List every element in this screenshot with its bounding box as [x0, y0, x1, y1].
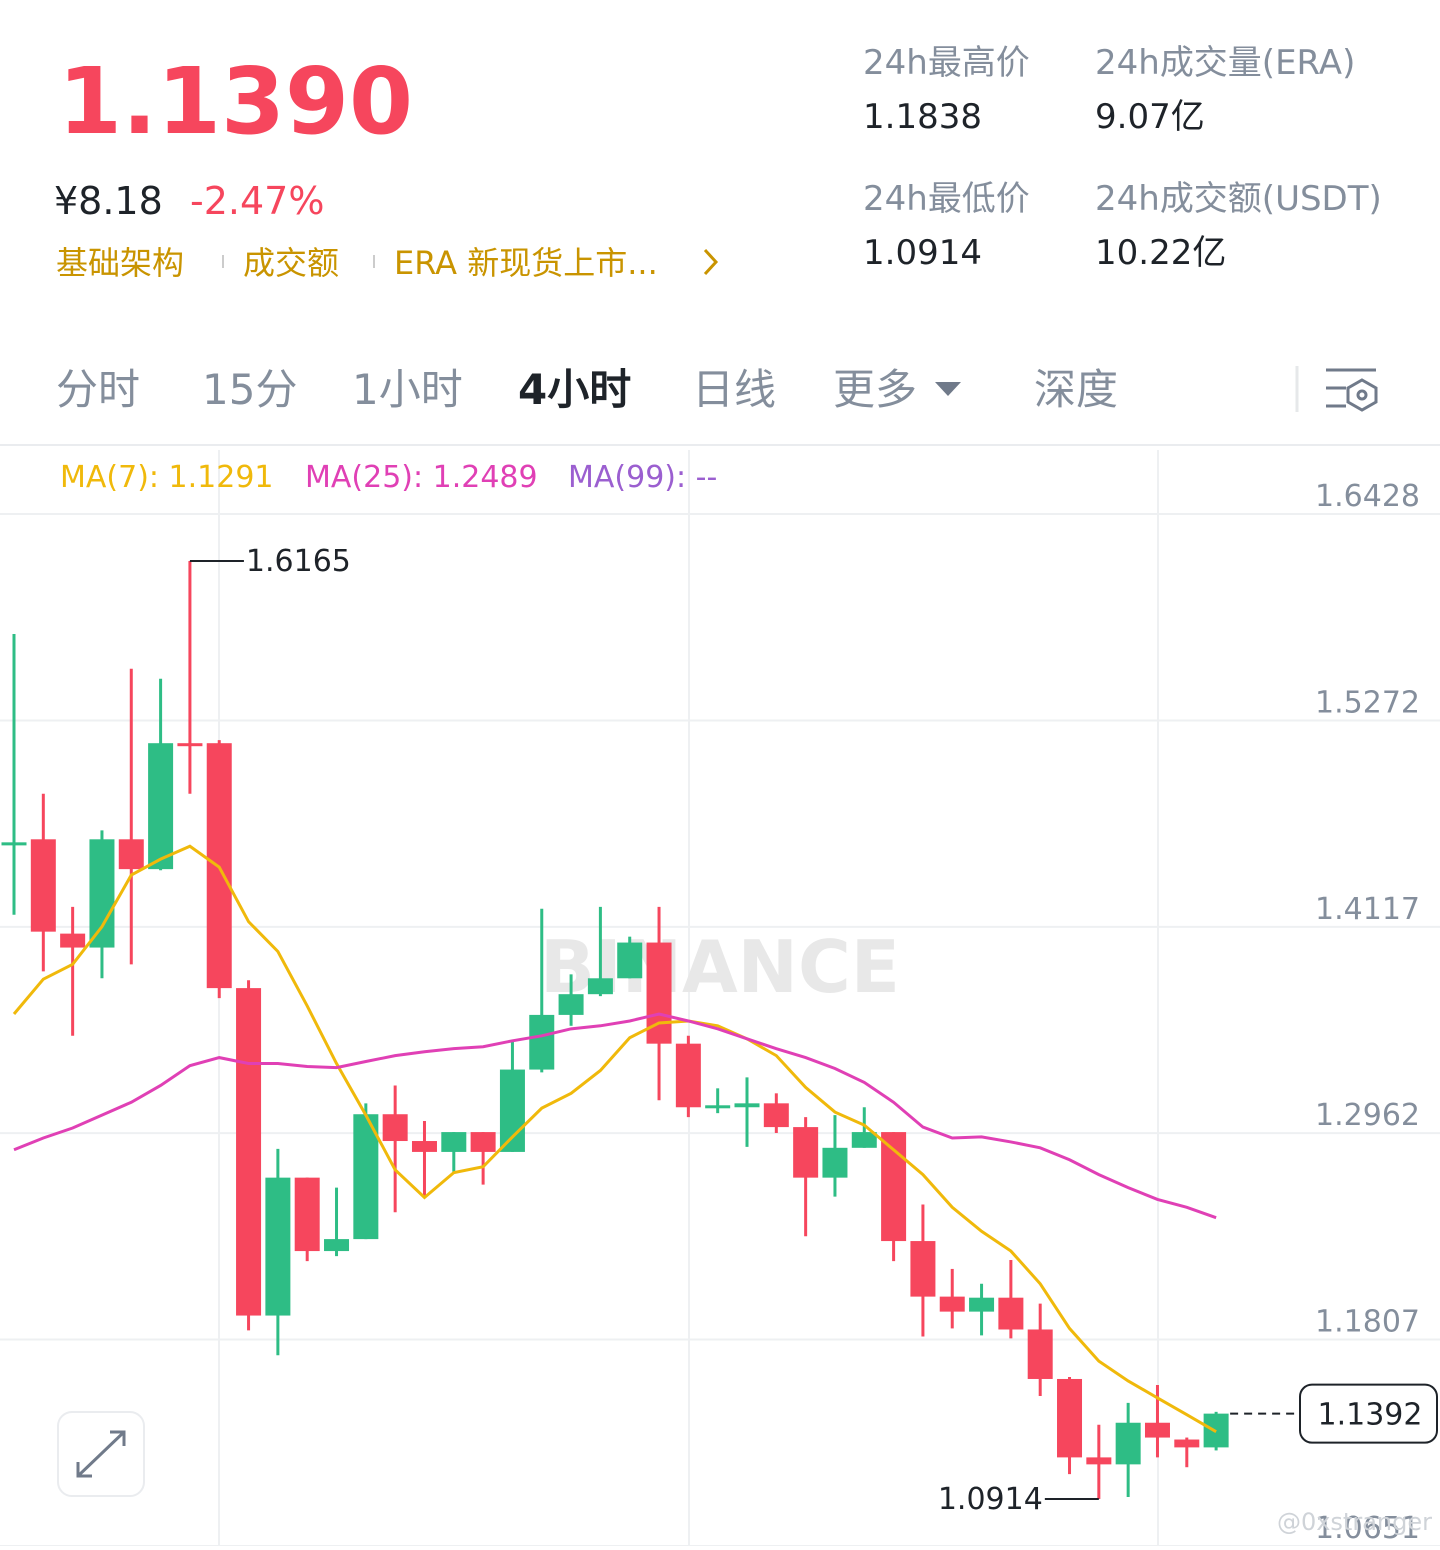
candle-body [705, 1105, 731, 1109]
stat-value: 1.0914 [863, 233, 982, 273]
candle-body [30, 839, 56, 932]
credit: @0xstranger [1277, 1508, 1432, 1536]
stat-value: 9.07亿 [1095, 97, 1205, 137]
tab[interactable]: 日线 [692, 365, 776, 414]
candle-body [177, 743, 203, 747]
tab[interactable]: 深度 [1034, 365, 1118, 414]
candle-body [851, 1132, 877, 1148]
tab[interactable]: 更多 [833, 365, 917, 414]
candle-body [969, 1297, 995, 1312]
y-tick-label: 1.4117 [1315, 892, 1420, 927]
tag[interactable]: ERA 新现货上市... [394, 244, 658, 282]
stat-value: 1.1838 [863, 97, 982, 137]
high-label: 1.6165 [246, 544, 351, 579]
candle-body [118, 839, 144, 870]
tab-bar: 分时 15分 1小时 4小时 日线 更多 深度 [56, 365, 1118, 414]
settings-icon[interactable] [1326, 368, 1378, 412]
candle-body [499, 1069, 525, 1152]
candle-body [793, 1127, 819, 1178]
stat-value: 10.22亿 [1095, 233, 1226, 273]
candle-body [910, 1241, 936, 1297]
low-label: 1.0914 [938, 1482, 1043, 1517]
candle-body [1027, 1329, 1053, 1379]
last-price: 1.1390 [58, 48, 413, 155]
expand-icon[interactable] [76, 1430, 126, 1478]
stat-label: 24h成交额(USDT) [1095, 179, 1382, 219]
plot: 1.6428 1.5272 1.4117 1.2962 1.1807 1.0651 MA(7… [0, 460, 1440, 1547]
candle-body [470, 1132, 496, 1152]
candle-body [1, 842, 27, 846]
candle-body [265, 1177, 291, 1316]
candle-body [998, 1297, 1024, 1330]
y-tick-label: 1.2962 [1315, 1098, 1420, 1133]
candle-body [1086, 1457, 1112, 1465]
candle-body [89, 839, 115, 948]
candle-body [1057, 1378, 1083, 1458]
y-tick-label: 1.6428 [1315, 479, 1420, 514]
fiat-price: ¥8.18 [54, 179, 163, 223]
candle-body [441, 1132, 467, 1152]
candle-body [939, 1296, 965, 1312]
candle-body [558, 994, 584, 1015]
dropdown-arrow[interactable] [935, 382, 961, 396]
candle-body [617, 942, 643, 979]
tag[interactable]: 基础架构 [56, 244, 184, 282]
tab[interactable]: 4小时 [518, 365, 631, 414]
candle-body [148, 743, 174, 870]
candle-body [822, 1147, 848, 1178]
tab[interactable]: 1小时 [352, 365, 463, 414]
watermark: BINANCE [540, 925, 900, 1009]
candle-body [529, 1014, 555, 1070]
candle-body [236, 988, 262, 1316]
candle-body [324, 1239, 350, 1252]
candle-body [1144, 1422, 1170, 1438]
legend-entry: MA(25): 1.2489 [305, 460, 538, 495]
stat-label: 24h最高价 [863, 43, 1030, 83]
tab[interactable]: 15分 [202, 365, 297, 414]
legend-entry: MA(99): -- [568, 460, 717, 495]
candle-body [1115, 1422, 1141, 1465]
legend-entry: MA(7): 1.1291 [60, 460, 274, 495]
chevron[interactable] [703, 248, 719, 276]
candle-body [353, 1114, 379, 1240]
stat-label: 24h最低价 [863, 179, 1030, 219]
y-tick-label: 1.0651 [1315, 1511, 1420, 1546]
candle-body [734, 1103, 760, 1108]
candle-body [587, 978, 613, 995]
candle-body [763, 1103, 789, 1128]
candle-body [1174, 1439, 1200, 1448]
y-tick-label: 1.1807 [1315, 1304, 1420, 1339]
ma-line [12, 844, 1217, 1433]
ma-line [13, 1012, 1217, 1220]
candle-body [382, 1114, 408, 1142]
tab[interactable]: 分时 [56, 365, 140, 414]
price-box [1299, 1383, 1438, 1444]
candle-body [675, 1043, 701, 1108]
price-change: -2.47% [190, 179, 324, 223]
y-tick-label: 1.5272 [1315, 686, 1420, 721]
candle-body [294, 1177, 320, 1252]
candle-body [411, 1141, 437, 1152]
candle-body [60, 933, 86, 948]
stat-label: 24h成交量(ERA) [1095, 43, 1355, 83]
tag[interactable]: 成交额 [243, 244, 339, 282]
current-price: 1.1392 [1318, 1398, 1423, 1433]
